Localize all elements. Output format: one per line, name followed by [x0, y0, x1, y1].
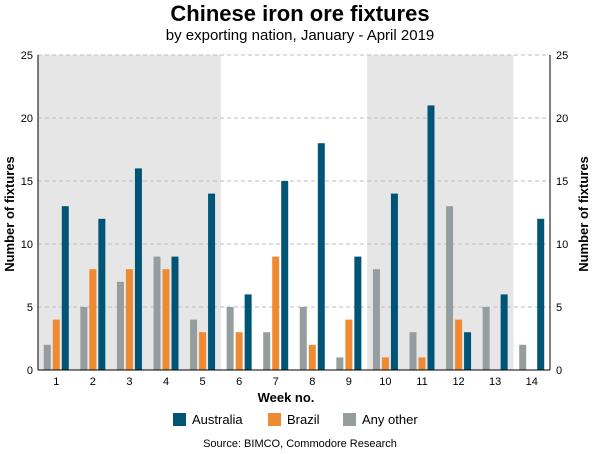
bar-australia-week-2 [98, 218, 106, 370]
x-tick-12: 12 [452, 376, 464, 388]
bar-australia-week-4 [171, 256, 179, 370]
bar-any-other-week-1 [43, 344, 51, 370]
source-note: Source: BIMCO, Commodore Research [203, 438, 397, 450]
y-axis-label-left: Number of fixtures [2, 156, 17, 272]
bar-brazil-week-12 [455, 319, 463, 370]
bar-any-other-week-11 [409, 332, 417, 370]
x-tick-2: 2 [90, 376, 96, 388]
x-tick-13: 13 [489, 376, 501, 388]
y-tick-left-10: 10 [21, 239, 33, 251]
legend-swatch-brazil [268, 413, 281, 426]
bar-any-other-week-10 [372, 269, 380, 370]
x-tick-10: 10 [379, 376, 391, 388]
bar-brazil-week-10 [381, 357, 389, 370]
bar-australia-week-10 [390, 193, 398, 370]
x-tick-5: 5 [200, 376, 206, 388]
y-axis-label-right: Number of fixtures [576, 156, 591, 272]
x-tick-1: 1 [53, 376, 59, 388]
bar-australia-week-7 [281, 181, 289, 370]
bar-any-other-week-6 [226, 307, 234, 370]
x-tick-6: 6 [236, 376, 242, 388]
x-tick-7: 7 [273, 376, 279, 388]
bar-any-other-week-14 [519, 344, 527, 370]
bar-any-other-week-9 [336, 357, 344, 370]
bar-brazil-week-1 [52, 319, 60, 370]
bar-any-other-week-3 [116, 281, 124, 370]
x-tick-3: 3 [126, 376, 132, 388]
chart-title: Chinese iron ore fixtures [170, 1, 429, 26]
y-tick-right-10: 10 [556, 239, 568, 251]
y-tick-right-15: 15 [556, 176, 568, 188]
bar-australia-week-6 [244, 294, 252, 370]
bar-any-other-week-13 [482, 307, 490, 370]
legend-swatch-australia [173, 413, 186, 426]
bar-australia-week-1 [61, 206, 69, 370]
y-tick-right-5: 5 [556, 302, 562, 314]
chart-subtitle: by exporting nation, January - April 201… [166, 27, 435, 44]
x-tick-11: 11 [416, 376, 427, 388]
bar-brazil-week-6 [235, 332, 243, 370]
bar-brazil-week-8 [308, 344, 316, 370]
bar-any-other-week-2 [80, 307, 88, 370]
bar-australia-week-13 [500, 294, 508, 370]
bar-brazil-week-9 [345, 319, 353, 370]
bar-brazil-week-11 [418, 357, 426, 370]
y-tick-left-0: 0 [27, 365, 33, 377]
bar-any-other-week-8 [299, 307, 307, 370]
bar-brazil-week-4 [162, 269, 170, 370]
legend-label-australia: Australia [192, 412, 243, 427]
bar-any-other-week-12 [446, 206, 454, 370]
x-tick-4: 4 [163, 376, 169, 388]
x-tick-9: 9 [346, 376, 352, 388]
bar-brazil-week-5 [199, 332, 207, 370]
legend-swatch-any-other [343, 413, 356, 426]
x-tick-8: 8 [309, 376, 315, 388]
bar-any-other-week-7 [263, 332, 271, 370]
legend-label-any-other: Any other [362, 412, 418, 427]
y-tick-left-25: 25 [21, 50, 33, 62]
bar-any-other-week-5 [190, 319, 198, 370]
legend: Australia Brazil Any other [173, 412, 418, 427]
bar-australia-week-11 [427, 105, 435, 371]
x-axis-label: Week no. [258, 390, 315, 405]
shaded-band-2 [367, 55, 514, 370]
bar-australia-week-9 [354, 256, 362, 370]
bar-australia-week-12 [464, 332, 472, 370]
bar-brazil-week-7 [272, 256, 280, 370]
x-tick-14: 14 [526, 376, 538, 388]
bars [43, 105, 545, 371]
bar-australia-week-5 [208, 193, 216, 370]
bar-brazil-week-3 [125, 269, 133, 370]
bar-brazil-week-2 [89, 269, 97, 370]
y-tick-left-5: 5 [27, 302, 33, 314]
bar-australia-week-14 [537, 218, 545, 370]
y-tick-right-0: 0 [556, 365, 562, 377]
bar-australia-week-3 [134, 168, 142, 370]
y-tick-left-15: 15 [21, 176, 33, 188]
bar-any-other-week-4 [153, 256, 161, 370]
y-tick-left-20: 20 [21, 113, 33, 125]
bar-australia-week-8 [317, 143, 325, 370]
y-tick-right-20: 20 [556, 113, 568, 125]
legend-label-brazil: Brazil [287, 412, 320, 427]
y-tick-right-25: 25 [556, 50, 568, 62]
